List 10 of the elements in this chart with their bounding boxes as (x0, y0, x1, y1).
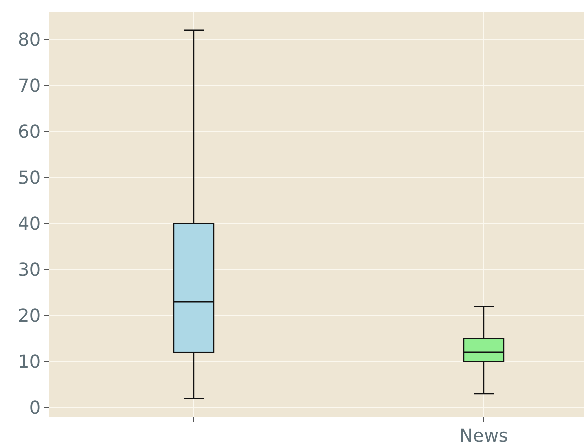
y-tick-label: 40 (18, 214, 41, 236)
y-tick-label: 10 (18, 352, 41, 374)
y-tick-label: 30 (18, 260, 41, 282)
y-tick-label: 0 (30, 398, 41, 420)
y-tick-label: 50 (18, 168, 41, 189)
y-tick-label: 70 (18, 76, 41, 97)
y-tick-label: 80 (18, 30, 41, 51)
x-tick-label: News (460, 426, 508, 446)
y-tick-label: 60 (18, 122, 41, 143)
y-tick-label: 20 (18, 306, 41, 328)
